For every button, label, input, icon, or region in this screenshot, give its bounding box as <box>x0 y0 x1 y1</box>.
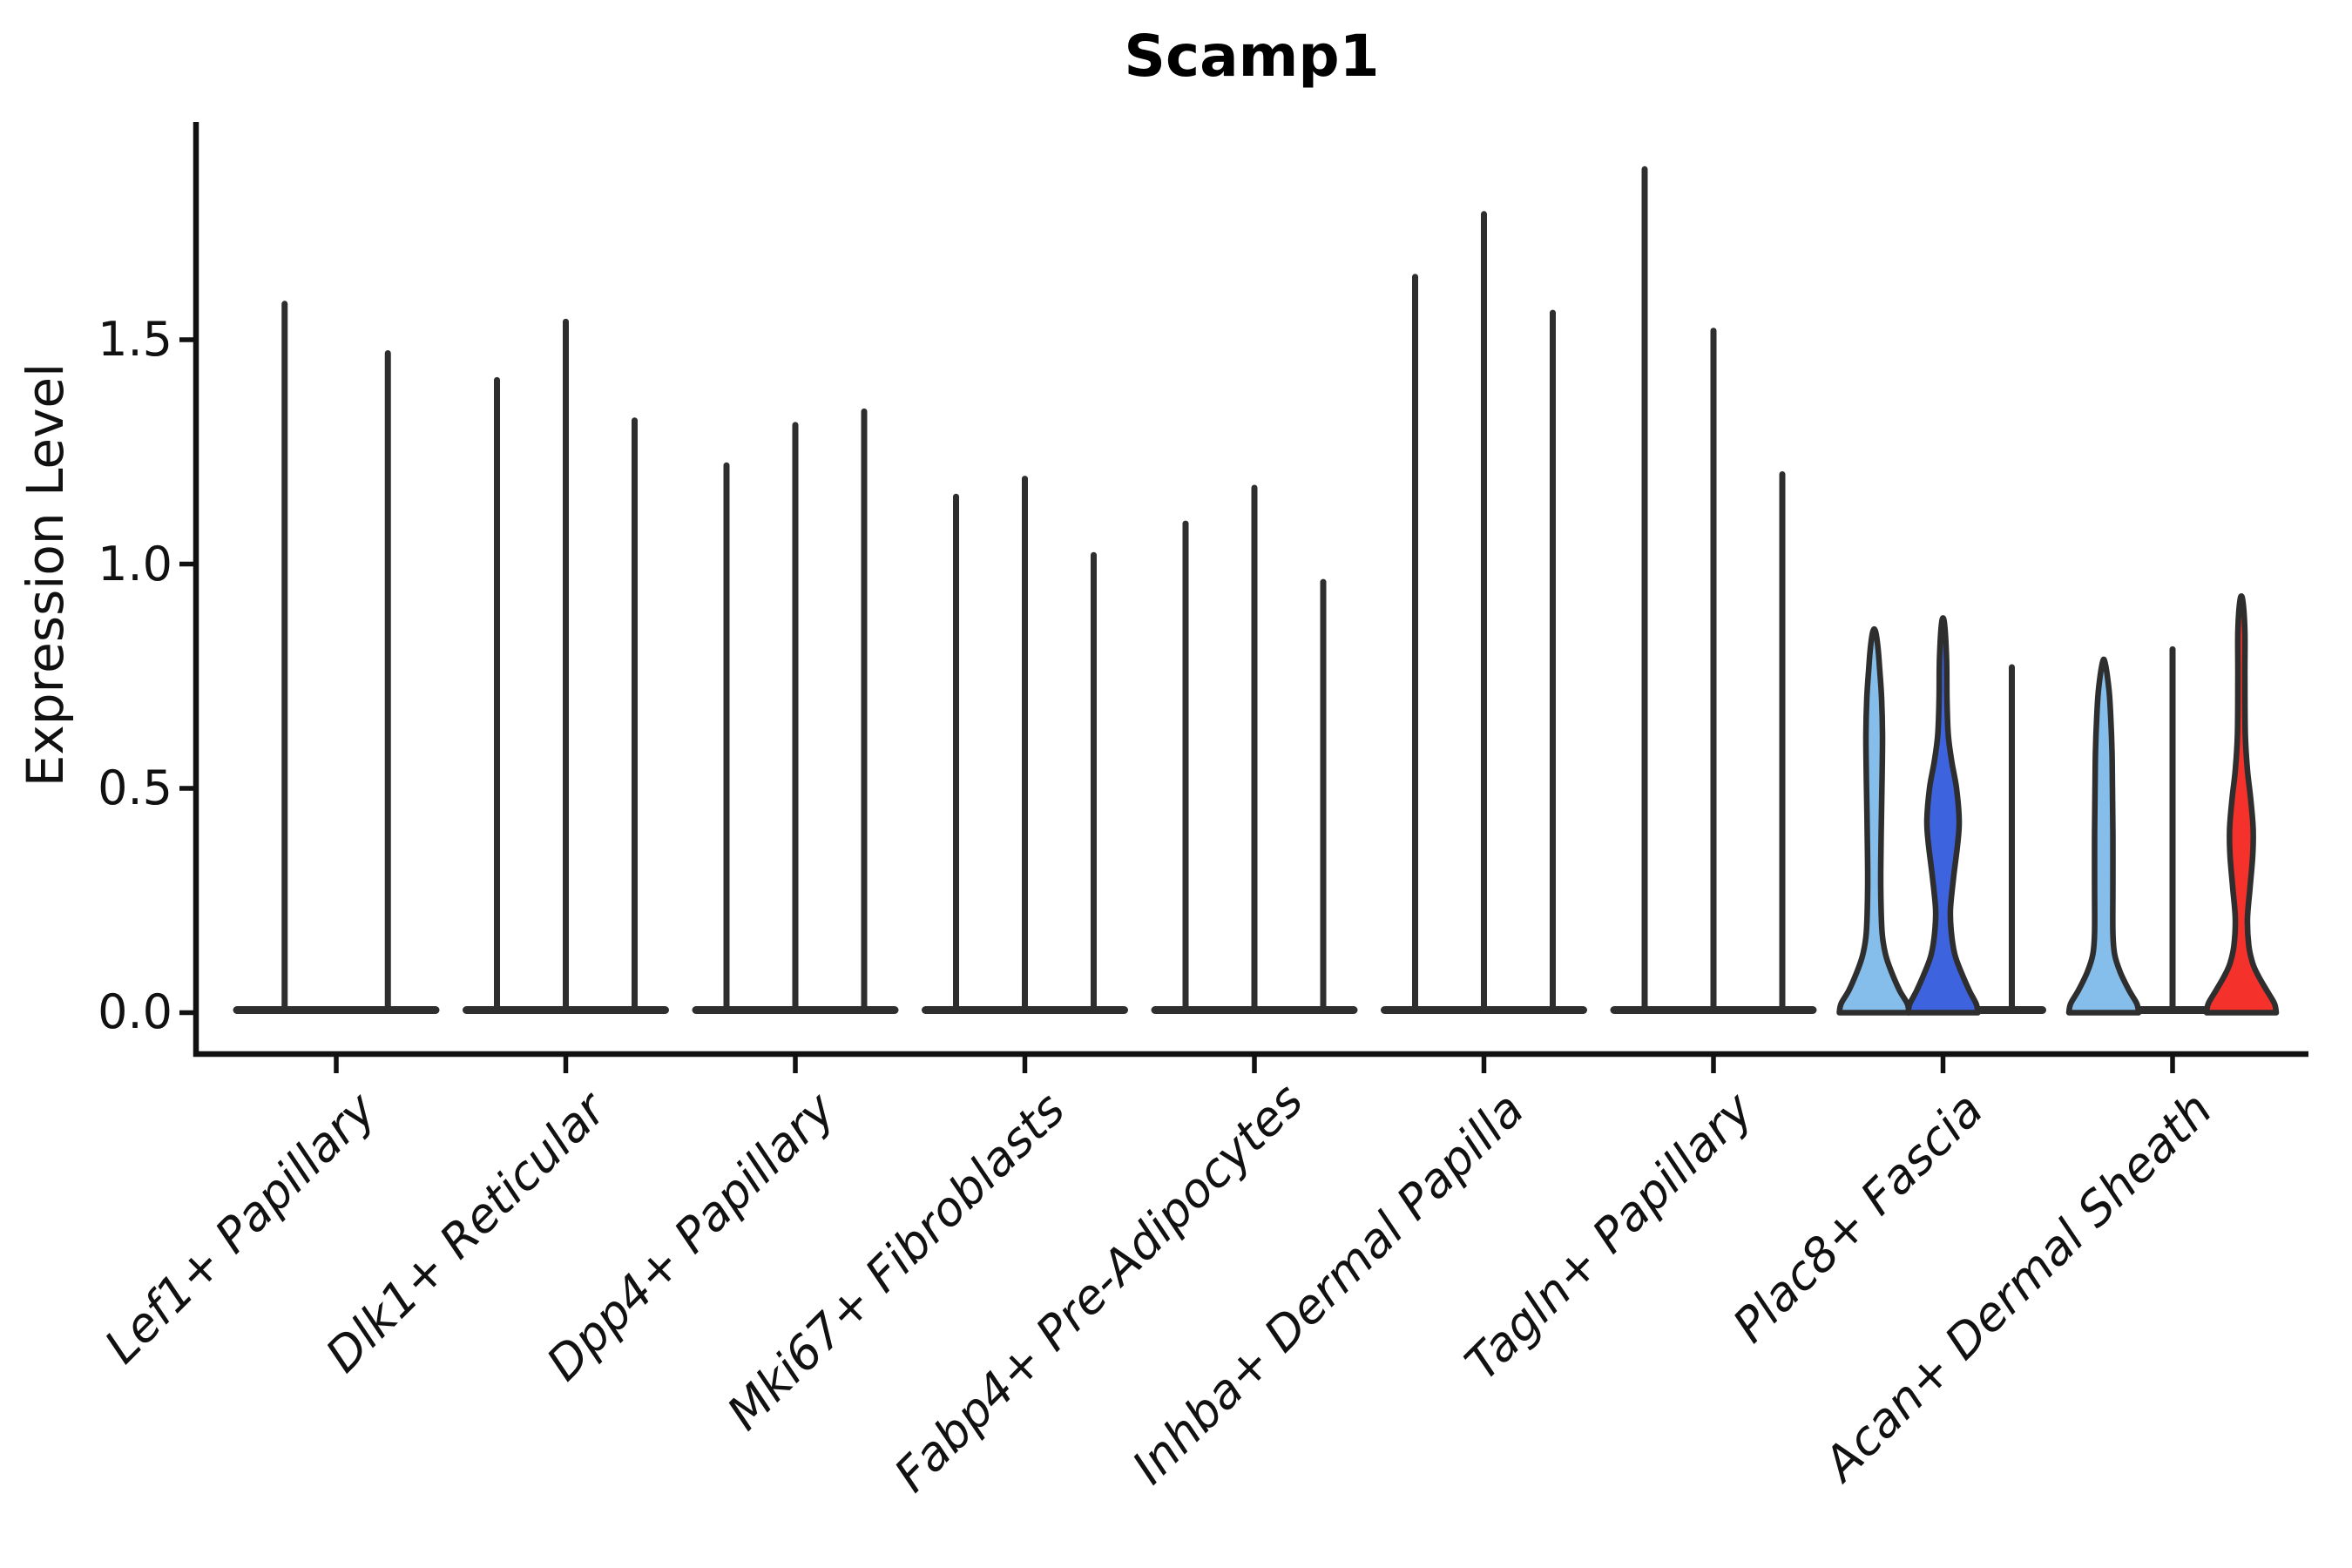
y-tick-label-0.0: 0.0 <box>98 984 172 1039</box>
violin-base-band <box>233 1006 440 1014</box>
chart-title: Scamp1 <box>1124 23 1380 90</box>
violin-body <box>2065 656 2142 1016</box>
y-tick-label-1.5: 1.5 <box>98 312 172 367</box>
violin-body <box>1905 615 1981 1016</box>
y-tick-label-1.0: 1.0 <box>98 537 172 591</box>
violin-body <box>2203 592 2280 1016</box>
violin-body <box>1836 625 1912 1016</box>
y-tick-label-0.5: 0.5 <box>98 760 172 815</box>
